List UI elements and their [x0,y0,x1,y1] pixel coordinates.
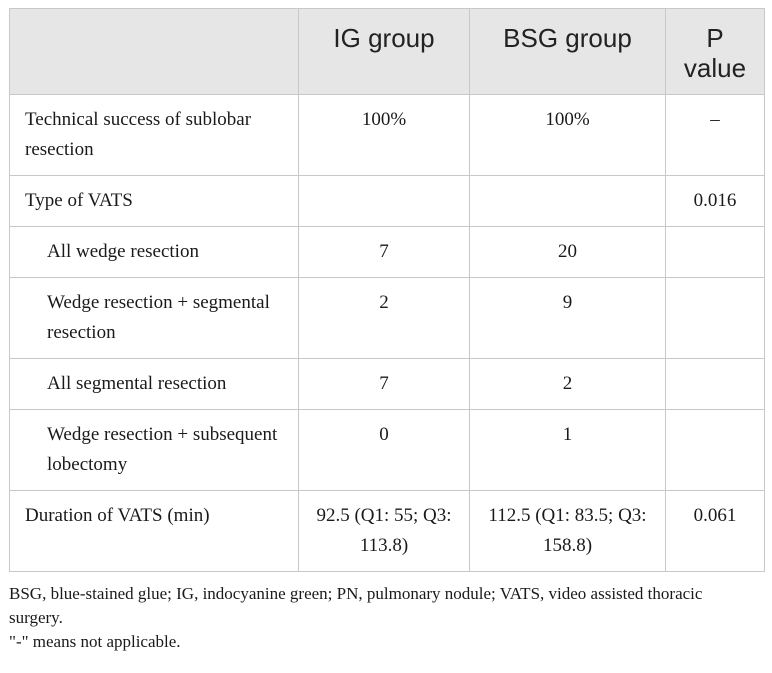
p-value [665,226,765,278]
row-label: Type of VATS [9,175,299,227]
table-row: Wedge resection + subsequent lobectomy 0… [9,409,765,491]
not-applicable-note: "-" means not applicable. [9,632,181,651]
table-row: Wedge resection + segmental resection 2 … [9,277,765,359]
table-footnote: BSG, blue-stained glue; IG, indocyanine … [9,582,764,654]
results-table: IG group BSG group P value Technical suc… [9,8,765,572]
row-label: Technical success of sublobar resection [9,94,299,176]
p-value [665,358,765,410]
header-row: IG group BSG group P value [9,8,765,95]
header-bsg-group: BSG group [469,8,666,95]
abbreviations-note: BSG, blue-stained glue; IG, indocyanine … [9,584,703,627]
ig-value: 92.5 (Q1: 55; Q3: 113.8) [298,490,470,572]
ig-value: 7 [298,226,470,278]
row-label: Wedge resection + subsequent lobectomy [9,409,299,491]
table-row: All segmental resection 7 2 [9,358,765,410]
bsg-value [469,175,666,227]
bsg-value: 100% [469,94,666,176]
bsg-value: 20 [469,226,666,278]
table-container: IG group BSG group P value Technical suc… [9,8,765,654]
table-body: Technical success of sublobar resection … [9,94,765,572]
p-value: – [665,94,765,176]
ig-value: 2 [298,277,470,359]
row-label: All wedge resection [9,226,299,278]
bsg-value: 2 [469,358,666,410]
table-row: All wedge resection 7 20 [9,226,765,278]
row-label: Wedge resection + segmental resection [9,277,299,359]
header-p-value: P value [665,8,765,95]
table-row: Technical success of sublobar resection … [9,94,765,176]
ig-value: 100% [298,94,470,176]
bsg-value: 1 [469,409,666,491]
table-row: Duration of VATS (min) 92.5 (Q1: 55; Q3:… [9,490,765,572]
ig-value [298,175,470,227]
table-header: IG group BSG group P value [9,8,765,95]
row-label: All segmental resection [9,358,299,410]
ig-value: 7 [298,358,470,410]
ig-value: 0 [298,409,470,491]
p-value [665,277,765,359]
header-ig-group: IG group [298,8,470,95]
p-value: 0.016 [665,175,765,227]
row-label: Duration of VATS (min) [9,490,299,572]
bsg-value: 112.5 (Q1: 83.5; Q3: 158.8) [469,490,666,572]
p-value: 0.061 [665,490,765,572]
bsg-value: 9 [469,277,666,359]
header-empty [9,8,299,95]
table-row: Type of VATS 0.016 [9,175,765,227]
p-value [665,409,765,491]
